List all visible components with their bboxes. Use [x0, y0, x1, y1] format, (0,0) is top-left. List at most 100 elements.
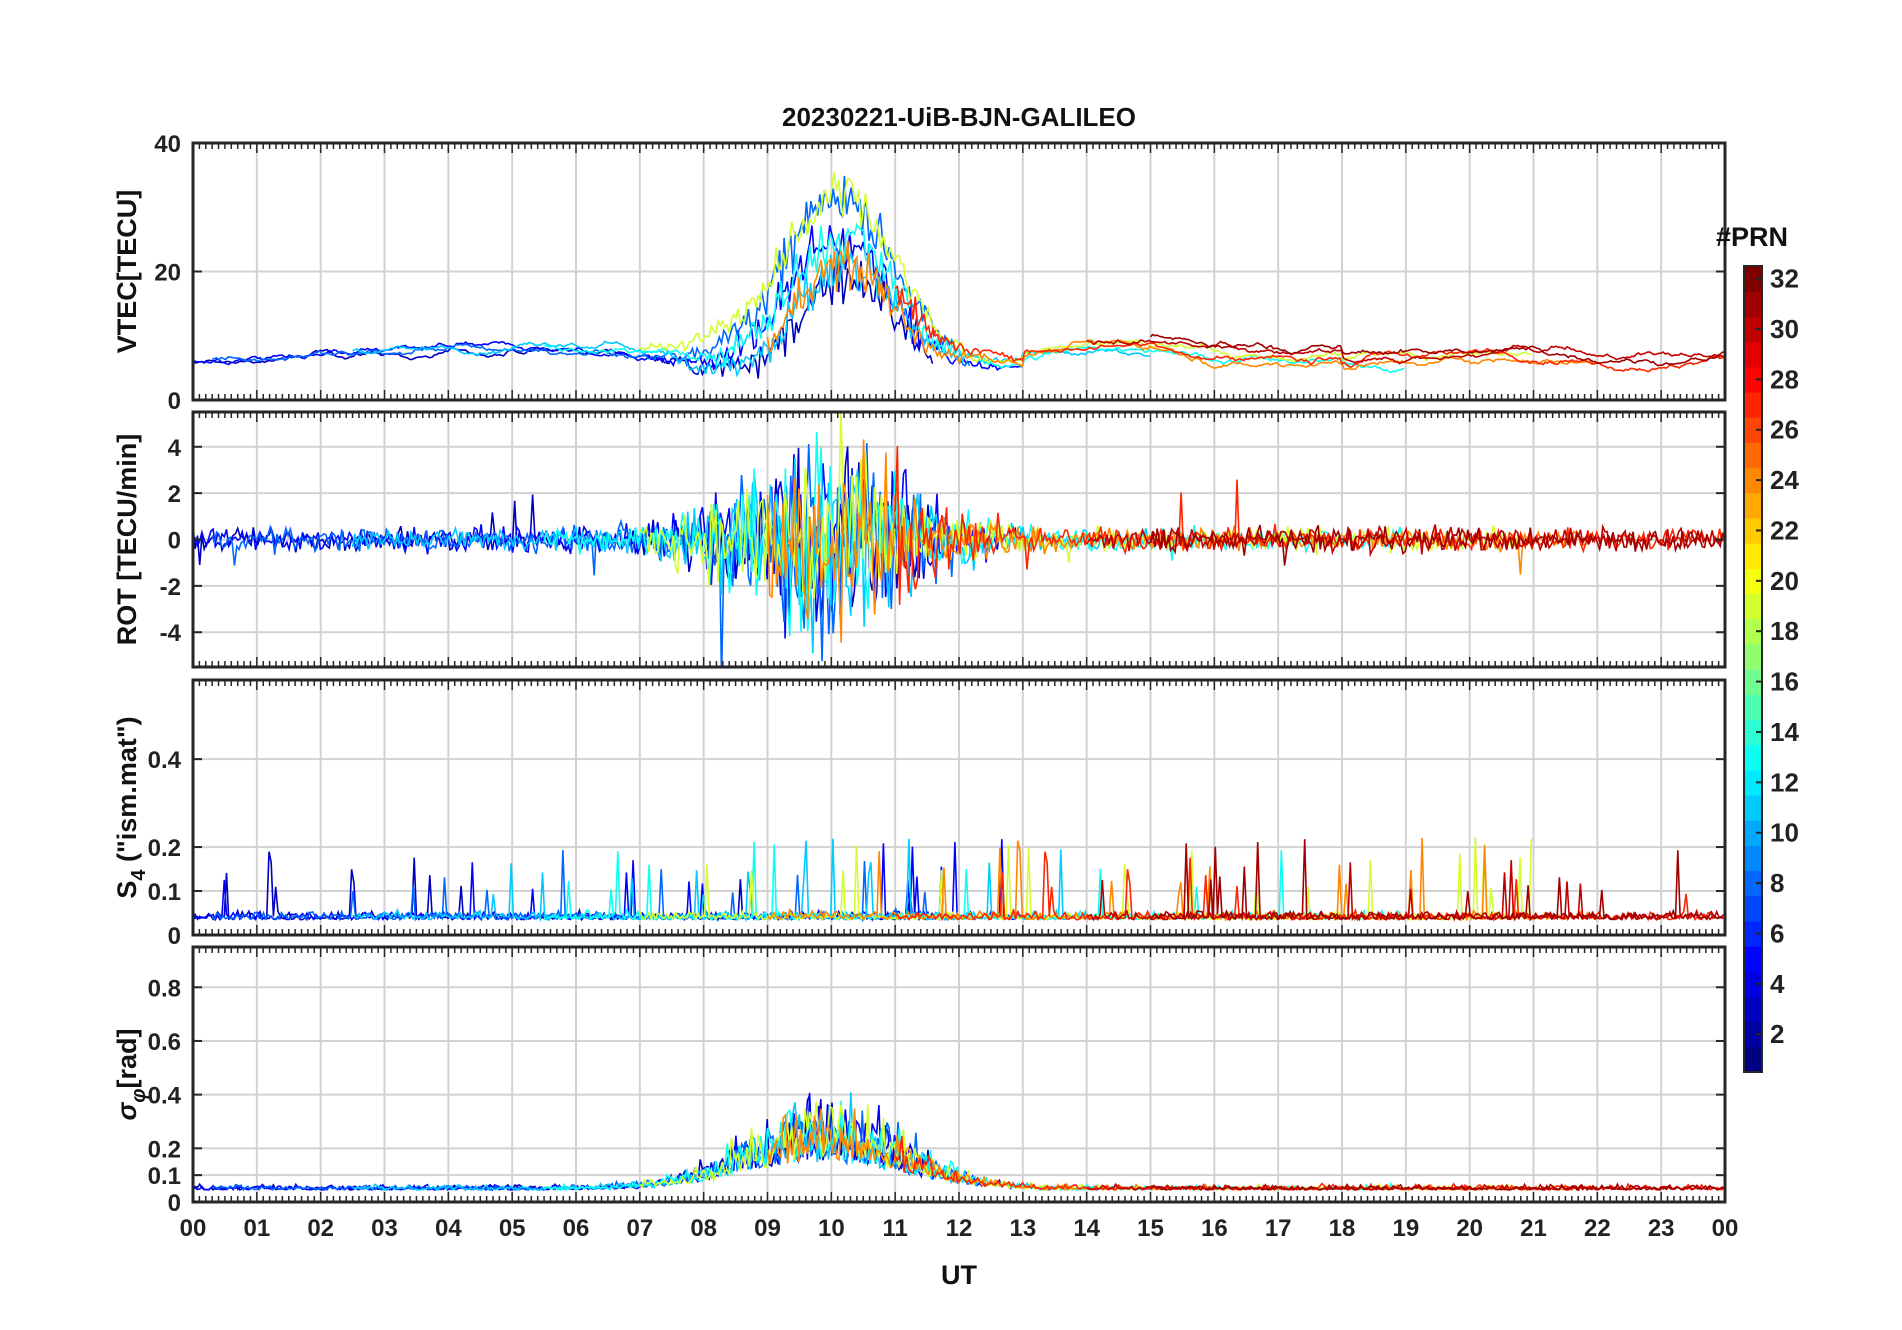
colorbar-tick-label: 28 — [1770, 364, 1799, 394]
series-line-prn-27 — [894, 445, 1725, 605]
series-group — [193, 412, 1725, 667]
series-line-prn-31 — [1149, 524, 1725, 566]
colorbar-segment — [1744, 820, 1762, 846]
colorbar-segment — [1744, 895, 1762, 922]
colorbar-segment — [1744, 920, 1762, 947]
colorbar-tick-label: 24 — [1770, 465, 1799, 495]
y-tick-label: 0 — [168, 528, 181, 555]
series-line-prn-31 — [1149, 333, 1725, 367]
series-line-prn-30 — [1086, 338, 1724, 365]
x-tick-label: 12 — [946, 1215, 973, 1242]
colorbar-tick-label: 14 — [1770, 717, 1799, 747]
colorbar-segment — [1744, 492, 1762, 519]
series-line-prn-31 — [1149, 839, 1725, 922]
panel-2: -4 -2 0 2 4 ROT [TECU/min] — [112, 410, 1727, 669]
y-tick-label: 20 — [154, 260, 181, 287]
y-tick-label: -4 — [160, 620, 182, 647]
y-tick-label: 2 — [168, 481, 181, 508]
colorbar-segment — [1744, 391, 1762, 418]
x-tick-label: 05 — [499, 1215, 526, 1242]
colorbar-segment — [1744, 669, 1762, 695]
series-line-prn-31 — [1150, 1182, 1725, 1192]
colorbar-label: #PRN — [1716, 222, 1788, 252]
x-tick-label: 00 — [180, 1215, 207, 1242]
colorbar-segment — [1744, 593, 1762, 620]
colorbar-segment — [1744, 1046, 1762, 1073]
series-group — [193, 1092, 1725, 1192]
x-tick-label: 06 — [563, 1215, 590, 1242]
y-tick-label: -2 — [160, 574, 181, 601]
colorbar-segment — [1744, 870, 1762, 897]
x-tick-label: 23 — [1648, 1215, 1675, 1242]
colorbar-tick-label: 20 — [1770, 566, 1799, 596]
colorbar-tick-label: 10 — [1770, 818, 1799, 848]
colorbar-segment — [1744, 946, 1762, 972]
y-tick-label: 0.1 — [148, 1163, 181, 1190]
colorbar-tick-label: 22 — [1770, 515, 1799, 545]
chart-title: 20230221-UiB-BJN-GALILEO — [782, 102, 1136, 132]
colorbar-segment — [1744, 467, 1762, 494]
x-tick-label: 14 — [1073, 1215, 1100, 1242]
x-tick-label: 02 — [307, 1215, 334, 1242]
y-tick-label: 0 — [168, 1190, 181, 1217]
colorbar-segment — [1744, 291, 1762, 317]
y-axis-label: σφ[rad] — [112, 1029, 150, 1121]
colorbar-tick-label: 12 — [1770, 767, 1799, 797]
y-tick-label: 0 — [168, 388, 181, 415]
y-axis-label: ROT [TECU/min] — [112, 434, 142, 645]
series-line-prn-30 — [1086, 523, 1725, 558]
colorbar-segment — [1744, 769, 1762, 796]
x-tick-label: 08 — [690, 1215, 717, 1242]
colorbar-segment — [1744, 568, 1762, 595]
y-axis-label: VTEC[TECU] — [112, 190, 142, 354]
colorbar-segment — [1744, 366, 1762, 393]
panel-1: 0 20 40 VTEC[TECU] — [112, 131, 1727, 415]
y-tick-label: 40 — [154, 131, 181, 158]
y-tick-label: 0.4 — [148, 747, 182, 774]
colorbar-tick-label: 18 — [1770, 616, 1799, 646]
colorbar-segment — [1744, 341, 1762, 368]
colorbar-segment — [1744, 316, 1762, 343]
y-tick-label: 0.6 — [148, 1029, 181, 1056]
y-tick-label: 0.2 — [148, 1136, 181, 1163]
y-tick-label: 0.8 — [148, 975, 181, 1002]
colorbar-segment — [1744, 543, 1762, 569]
x-tick-label: 18 — [1329, 1215, 1356, 1242]
x-tick-label: 19 — [1392, 1215, 1419, 1242]
x-tick-label: 15 — [1137, 1215, 1164, 1242]
colorbar-tick-label: 4 — [1770, 969, 1785, 999]
x-tick-label: 11 — [882, 1215, 907, 1242]
colorbar-segment — [1744, 442, 1762, 469]
series-line-prn-5 — [193, 225, 1023, 371]
x-axis-label: UT — [941, 1260, 977, 1290]
colorbar-segment — [1744, 845, 1762, 872]
colorbar-segment — [1744, 744, 1762, 771]
series-group — [193, 837, 1725, 923]
series-line-prn-27 — [894, 285, 1725, 373]
colorbar-segment — [1744, 266, 1762, 292]
colorbar-tick-label: 26 — [1770, 415, 1799, 445]
x-tick-label: 20 — [1456, 1215, 1483, 1242]
y-tick-label: 0 — [168, 923, 181, 950]
colorbar-segment — [1744, 618, 1762, 645]
colorbar-segment — [1744, 794, 1762, 821]
colorbar-tick-label: 16 — [1770, 667, 1799, 697]
series-line-prn-8 — [211, 175, 971, 367]
colorbar-tick-label: 8 — [1770, 868, 1784, 898]
x-tick-label: 10 — [818, 1215, 845, 1242]
y-tick-label: 0.1 — [148, 879, 181, 906]
y-tick-label: 0.4 — [148, 1083, 182, 1110]
colorbar-tick-label: 32 — [1770, 264, 1799, 294]
y-tick-label: 0.2 — [148, 835, 181, 862]
x-tick-label: 13 — [1009, 1215, 1036, 1242]
colorbar-segment — [1744, 971, 1762, 998]
series-line-prn-24 — [766, 240, 1597, 371]
colorbar-tick-label: 2 — [1770, 1019, 1784, 1049]
x-tick-label: 07 — [626, 1215, 653, 1242]
x-tick-label: 17 — [1265, 1215, 1292, 1242]
x-tick-label: 21 — [1520, 1215, 1547, 1242]
colorbar-segment — [1744, 643, 1762, 670]
